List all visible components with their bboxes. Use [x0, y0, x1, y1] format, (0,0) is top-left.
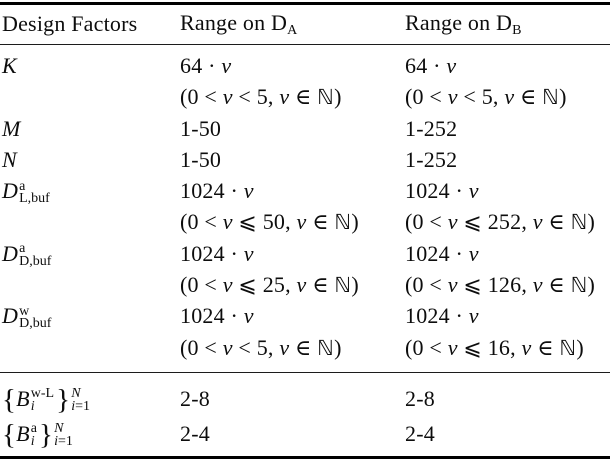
factor-m-symbol: M: [2, 115, 21, 141]
d-d-buf-a-range-b-constraint: (0 < v ⩽ 126, v ∈ ℕ): [405, 272, 596, 298]
b-a-close-brace: }: [38, 419, 54, 451]
d-l-buf-range-a-constraint: (0 < v ⩽ 50, v ∈ ℕ): [180, 209, 359, 235]
factor-d-d-buf-w-scripts: w D,buf: [19, 303, 52, 332]
header-range-da-sub: A: [287, 22, 298, 38]
d-d-buf-a-range-a-value: 1024 · v: [180, 240, 254, 266]
header-design-factors-label: Design Factors: [2, 11, 138, 36]
n-range-b-value: 1-252: [405, 146, 458, 172]
cell-d-d-buf-a-range-a: 1024 · v (0 < v ⩽ 25, v ∈ ℕ): [180, 238, 405, 301]
header-range-da-text: Range on D: [180, 9, 288, 35]
d-d-buf-w-range-b-constraint: (0 < v ⩽ 16, v ∈ ℕ): [405, 334, 584, 360]
d-l-buf-range-a-value: 1024 · v: [180, 178, 254, 204]
b-wl-close-brace: }: [56, 384, 71, 416]
cell-d-d-buf-a-range-b: 1024 · v (0 < v ⩽ 126, v ∈ ℕ): [405, 238, 610, 301]
factor-d-l-buf-scripts: a L,buf: [19, 178, 50, 207]
cell-n-range-a: 1-50: [180, 144, 405, 175]
header-range-db: Range on DB: [405, 10, 610, 39]
cell-d-d-buf-w-range-b: 1024 · v (0 < v ⩽ 16, v ∈ ℕ): [405, 300, 610, 363]
d-l-buf-range-b-value: 1024 · v: [405, 178, 479, 204]
cell-b-wl-range-b: 2-8: [405, 381, 610, 416]
header-range-db-sub: B: [512, 22, 522, 38]
cell-d-l-buf-range-b: 1024 · v (0 < v ⩽ 252, v ∈ ℕ): [405, 175, 610, 238]
k-range-b-value: 64 · v: [405, 53, 457, 78]
table-header-row: Design Factors Range on DA Range on DB: [0, 6, 610, 42]
factor-k-symbol: K: [2, 53, 17, 78]
header-range-db-text: Range on D: [405, 9, 513, 35]
factor-n-symbol: N: [2, 146, 17, 172]
d-d-buf-a-range-b-value: 1024 · v: [405, 240, 479, 266]
k-range-a-constraint: (0 < v < 5, v ∈ ℕ): [180, 84, 342, 110]
b-wl-range-b-value: 2-8: [405, 386, 435, 411]
factor-b-a-base: B: [16, 421, 30, 446]
n-range-a-value: 1-50: [180, 146, 222, 172]
cell-b-wl-range-a: 2-8: [180, 381, 405, 416]
cell-b-a-range-b: 2-4: [405, 416, 610, 451]
factor-d-d-buf-a-base: D: [2, 240, 19, 266]
table-top-rule: [0, 2, 610, 5]
cell-n-factor: N: [0, 144, 180, 175]
k-range-a-value: 64 · v: [180, 53, 232, 78]
cell-d-d-buf-w-range-a: 1024 · v (0 < v < 5, v ∈ ℕ): [180, 300, 405, 363]
b-a-open-brace: {: [2, 419, 17, 451]
d-d-buf-w-range-b-value: 1024 · v: [405, 303, 479, 329]
header-range-da: Range on DA: [180, 10, 405, 39]
m-range-a-value: 1-50: [180, 115, 222, 141]
cell-k-range-b: 64 · v (0 < v < 5, v ∈ ℕ): [405, 50, 610, 113]
d-d-buf-a-range-a-constraint: (0 < v ⩽ 25, v ∈ ℕ): [180, 272, 359, 298]
cell-n-range-b: 1-252: [405, 144, 610, 175]
k-range-b-constraint: (0 < v < 5, v ∈ ℕ): [405, 84, 567, 110]
factor-d-d-buf-a-scripts: a D,buf: [19, 241, 52, 269]
cell-b-a-range-a: 2-4: [180, 416, 405, 451]
m-range-b-value: 1-252: [405, 115, 458, 141]
table-body: K 64 · v (0 < v < 5, v ∈ ℕ) 64 · v (0 < …: [0, 50, 610, 363]
cell-k-range-a: 64 · v (0 < v < 5, v ∈ ℕ): [180, 50, 405, 113]
cell-m-range-a: 1-50: [180, 113, 405, 144]
cell-m-range-b: 1-252: [405, 113, 610, 144]
cell-m-factor: M: [0, 113, 180, 144]
cell-k-factor: K: [0, 50, 180, 113]
factor-b-wl-scripts: w-L i: [30, 386, 55, 414]
table-row-m: M 1-50 1-252: [0, 113, 610, 144]
factor-d-d-buf-w-base: D: [2, 303, 19, 329]
table-mid-rule: [0, 372, 610, 374]
factor-b-wl-base: B: [16, 386, 30, 411]
table-row-n: N 1-50 1-252: [0, 144, 610, 175]
d-d-buf-w-range-a-constraint: (0 < v < 5, v ∈ ℕ): [180, 334, 342, 360]
d-d-buf-w-range-a-value: 1024 · v: [180, 303, 254, 329]
table-bottom-rule: [0, 456, 610, 459]
b-a-range-b-value: 2-4: [405, 421, 435, 446]
b-wl-range-a-value: 2-8: [180, 386, 210, 411]
b-wl-open-brace: {: [2, 384, 17, 416]
b-a-range-a-value: 2-4: [180, 421, 210, 446]
factor-d-l-buf-base: D: [2, 178, 19, 204]
table-header-rule: [0, 44, 610, 46]
header-design-factors: Design Factors: [0, 11, 180, 37]
cell-d-l-buf-range-a: 1024 · v (0 < v ⩽ 50, v ∈ ℕ): [180, 175, 405, 238]
d-l-buf-range-b-constraint: (0 < v ⩽ 252, v ∈ ℕ): [405, 209, 596, 235]
table-row-k: K 64 · v (0 < v < 5, v ∈ ℕ) 64 · v (0 < …: [0, 50, 610, 113]
